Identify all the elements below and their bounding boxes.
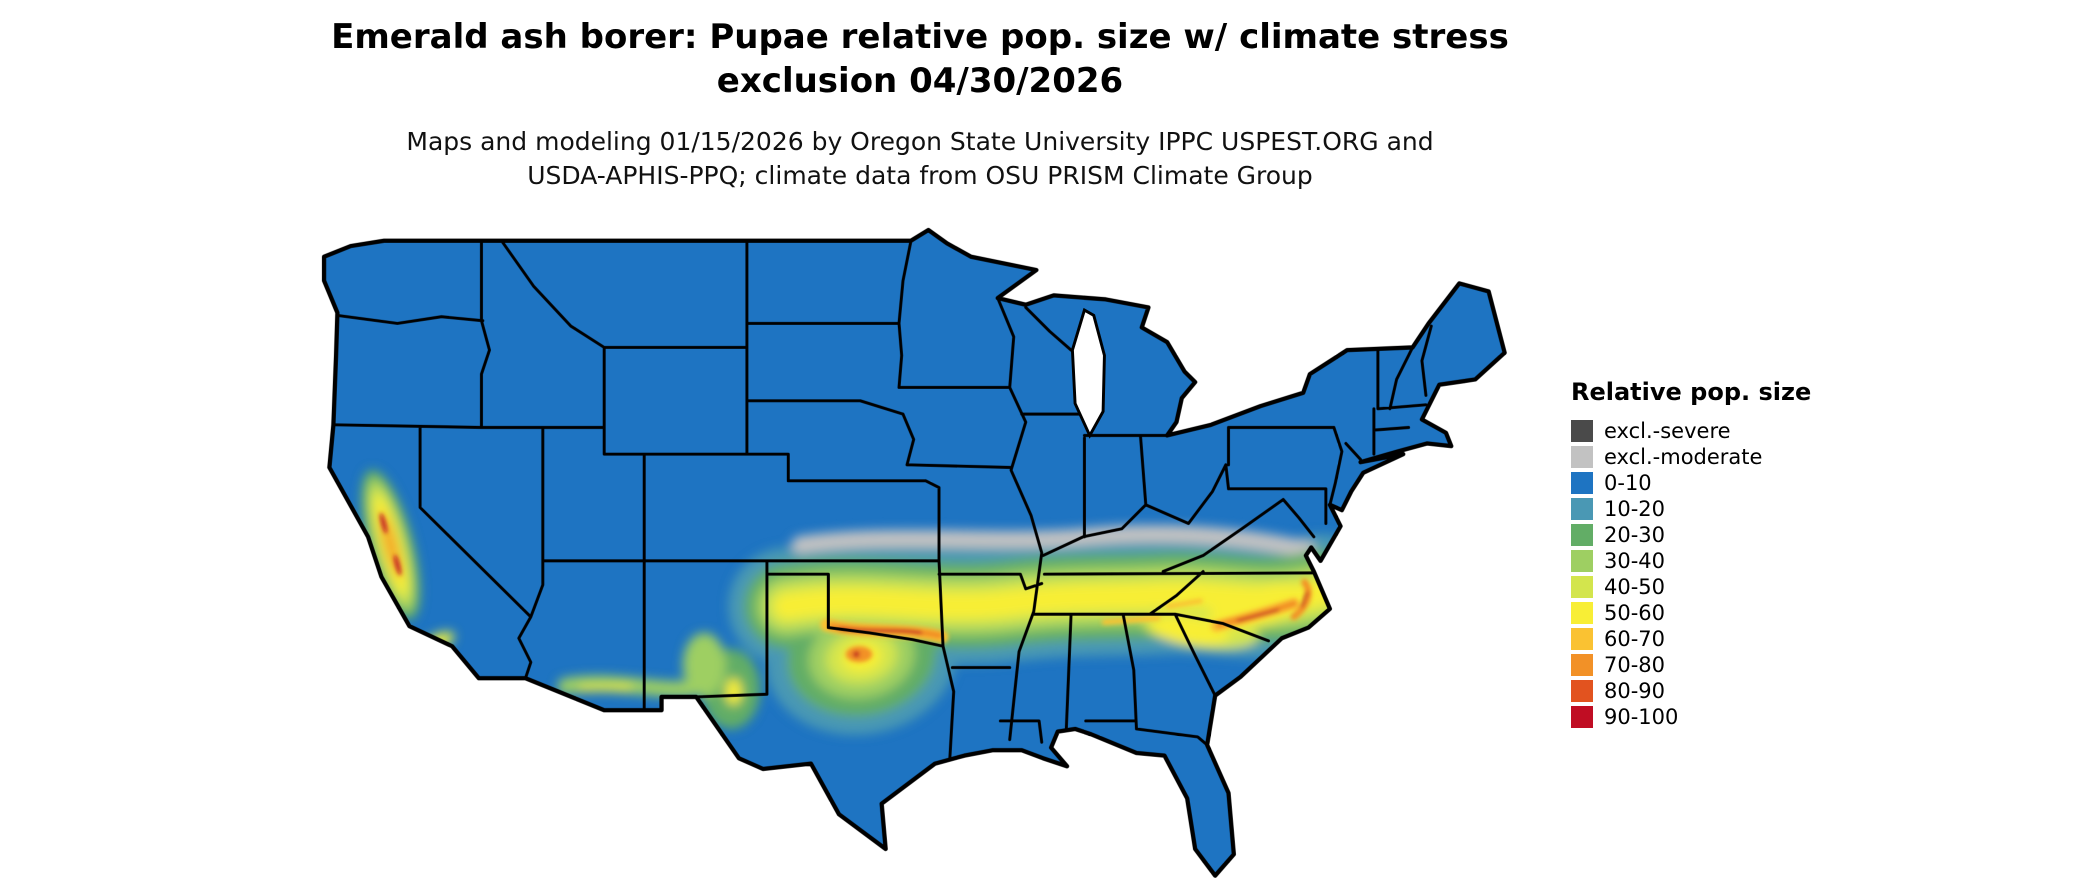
legend-swatch-60-70 xyxy=(1571,628,1593,650)
nccoast-70-80 xyxy=(1290,578,1312,621)
legend-item: excl.-moderate xyxy=(1571,444,1811,470)
legend-swatch-90-100 xyxy=(1571,706,1593,728)
map-subtitle: Maps and modeling 01/15/2026 by Oregon S… xyxy=(230,125,1610,192)
heat-layer xyxy=(361,469,1380,735)
conus-map xyxy=(300,222,1522,889)
ga-blob-50-60 xyxy=(1150,615,1230,645)
nccoast-90-100 xyxy=(1300,591,1309,608)
legend-label: 30-40 xyxy=(1604,548,1666,573)
page-title-line1: Emerald ash borer: Pupae relative pop. s… xyxy=(331,17,1509,57)
ncsc-90-100 xyxy=(1236,608,1280,623)
legend-item: 20-30 xyxy=(1571,522,1811,548)
map-header: Emerald ash borer: Pupae relative pop. s… xyxy=(230,16,1610,192)
legend-label: excl.-severe xyxy=(1604,418,1731,443)
legend-item: 30-40 xyxy=(1571,548,1811,574)
legend-swatch-20-30 xyxy=(1571,524,1593,546)
legend-swatch-70-80 xyxy=(1571,654,1593,676)
legend-swatch-excl-severe xyxy=(1571,420,1593,442)
alga-60-70 xyxy=(1101,615,1161,625)
state-border-lines xyxy=(331,239,1433,763)
legend-title: Relative pop. size xyxy=(1571,378,1812,406)
subtitle-line1: Maps and modeling 01/15/2026 by Oregon S… xyxy=(406,127,1434,157)
legend-label: 20-30 xyxy=(1604,522,1666,547)
legend-swatch-0-10 xyxy=(1571,472,1593,494)
legend-item: 50-60 xyxy=(1571,600,1811,626)
nm-blob-30-40 xyxy=(682,632,726,697)
legend-label: 0-10 xyxy=(1604,470,1652,495)
legend-item: excl.-severe xyxy=(1571,418,1811,444)
ca-hot xyxy=(380,512,401,576)
legend-label: 60-70 xyxy=(1604,626,1666,651)
legend-label: excl.-moderate xyxy=(1604,444,1763,469)
westtx-blob-50-60 xyxy=(725,678,742,705)
lake-michigan xyxy=(1070,307,1106,439)
legend-item: 70-80 xyxy=(1571,652,1811,678)
legend-label: 90-100 xyxy=(1604,704,1679,729)
legend-item: 80-90 xyxy=(1571,678,1811,704)
legend-swatch-80-90 xyxy=(1571,680,1593,702)
legend-item: 40-50 xyxy=(1571,574,1811,600)
legend-label: 40-50 xyxy=(1604,574,1666,599)
ca-90-100a xyxy=(380,512,388,534)
legend-swatch-10-20 xyxy=(1571,498,1593,520)
az-band-50-60 xyxy=(578,684,633,692)
legend-swatch-50-60 xyxy=(1571,602,1593,624)
legend-label: 10-20 xyxy=(1604,496,1666,521)
state-borders xyxy=(331,239,1433,763)
legend-swatch-30-40 xyxy=(1571,550,1593,572)
ca-90-100b xyxy=(394,554,401,576)
legend-item: 0-10 xyxy=(1571,470,1811,496)
legend-label: 80-90 xyxy=(1604,678,1666,703)
legend-item: 90-100 xyxy=(1571,704,1811,730)
legend-label: 70-80 xyxy=(1604,652,1666,677)
conus-map-container xyxy=(300,222,1522,889)
legend-swatch-40-50 xyxy=(1571,576,1593,598)
subtitle-line2: USDA-APHIS-PPQ; climate data from OSU PR… xyxy=(527,160,1313,190)
legend: Relative pop. size excl.-severe excl.-mo… xyxy=(1571,378,1811,730)
legend-label: 50-60 xyxy=(1604,600,1666,625)
legend-item: 10-20 xyxy=(1571,496,1811,522)
page-title-line2: exclusion 04/30/2026 xyxy=(716,60,1124,101)
tnvalley-60-70 xyxy=(1166,598,1203,609)
legend-item: 60-70 xyxy=(1571,626,1811,652)
legend-swatch-excl-moderate xyxy=(1571,446,1593,468)
centraltx-90-100 xyxy=(853,651,860,658)
